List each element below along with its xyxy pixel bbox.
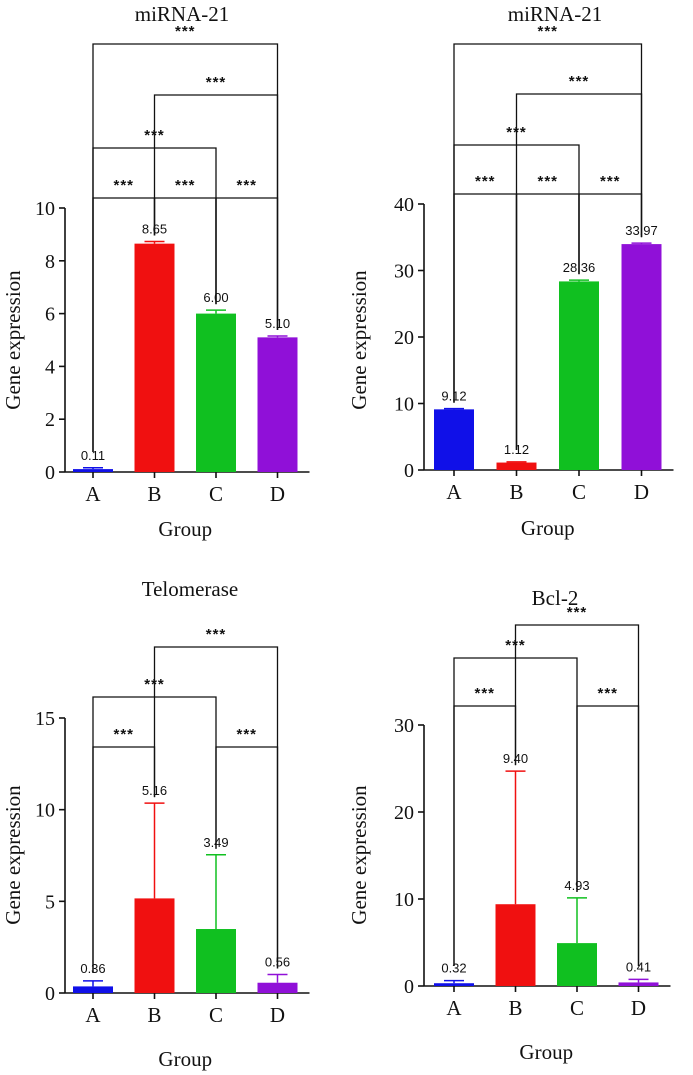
category-label-A: A — [85, 482, 101, 506]
y-tick-label: 40 — [394, 194, 414, 216]
category-label-A: A — [446, 480, 462, 504]
significance-bracket-C-D: *** — [576, 685, 640, 966]
y-axis-label: Gene expression — [347, 785, 371, 925]
y-tick-label: 0 — [45, 983, 55, 1005]
y-tick-label: 10 — [35, 800, 55, 822]
bar-D — [621, 244, 662, 470]
data-label-A: 0.32 — [441, 961, 466, 976]
y-tick-label: 20 — [394, 327, 414, 349]
y-tick-label: 8 — [45, 251, 55, 273]
significance-label: *** — [175, 177, 196, 194]
significance-bracket-A-D: *** — [92, 23, 279, 452]
y-axis-label: Gene expression — [1, 270, 25, 410]
y-tick-label: 10 — [35, 198, 55, 220]
y-tick-label: 4 — [45, 356, 55, 378]
y-tick-label: 30 — [394, 715, 414, 737]
bracket-line — [92, 43, 279, 452]
category-label-B: B — [147, 1003, 161, 1027]
bar-C — [196, 313, 236, 472]
significance-bracket-B-D: *** — [514, 604, 640, 966]
significance-bracket-B-D: *** — [153, 626, 279, 969]
significance-label: *** — [475, 173, 496, 190]
significance-label: *** — [537, 173, 558, 190]
y-axis-label: Gene expression — [1, 785, 25, 925]
significance-label: *** — [474, 685, 495, 702]
y-axis-label: Gene expression — [347, 270, 371, 410]
significance-label: *** — [569, 73, 590, 90]
y-tick-label: 10 — [394, 889, 414, 911]
chart-title: miRNA-21 — [135, 2, 230, 26]
bar-A — [434, 983, 474, 986]
significance-label: *** — [113, 177, 134, 194]
y-tick-label: 10 — [394, 394, 414, 416]
category-label-C: C — [572, 480, 586, 504]
y-tick-label: 20 — [394, 802, 414, 824]
category-label-C: C — [570, 996, 584, 1020]
bar-C — [196, 929, 236, 993]
significance-label: *** — [567, 604, 588, 621]
bar-B — [134, 243, 175, 472]
bar-A — [434, 409, 474, 470]
y-tick-label: 0 — [404, 976, 414, 998]
x-axis-label: Group — [158, 517, 212, 541]
bracket-line — [153, 646, 279, 969]
bracket-line — [453, 43, 643, 403]
category-label-B: B — [508, 996, 522, 1020]
significance-label: *** — [600, 173, 621, 190]
category-label-C: C — [209, 482, 223, 506]
bracket-line — [576, 705, 640, 966]
significance-label: *** — [236, 726, 257, 743]
significance-bracket-C-D: *** — [215, 177, 279, 331]
bar-B — [495, 904, 536, 986]
category-label-A: A — [85, 1003, 101, 1027]
y-tick-label: 0 — [404, 460, 414, 482]
category-label-D: D — [631, 996, 646, 1020]
category-label-B: B — [147, 482, 161, 506]
bar-D — [618, 982, 659, 986]
category-label-D: D — [270, 1003, 285, 1027]
category-label-C: C — [209, 1003, 223, 1027]
y-tick-label: 2 — [45, 409, 55, 431]
significance-label: *** — [537, 23, 558, 40]
y-tick-label: 6 — [45, 304, 55, 326]
bar-D — [257, 982, 298, 993]
category-label-B: B — [509, 480, 523, 504]
x-axis-label: Group — [158, 1047, 212, 1071]
bar-C — [557, 943, 597, 986]
x-axis-label: Group — [521, 516, 575, 540]
significance-label: *** — [597, 685, 618, 702]
bar-D — [257, 337, 298, 472]
bar-B — [496, 462, 537, 470]
data-label-D: 0.41 — [626, 959, 651, 974]
significance-label: *** — [236, 177, 257, 194]
data-label-A: 0.11 — [81, 448, 105, 463]
y-tick-label: 0 — [45, 462, 55, 484]
x-axis-label: Group — [519, 1040, 573, 1064]
significance-bracket-A-D: *** — [453, 23, 643, 403]
bar-C — [559, 281, 599, 470]
significance-label: *** — [175, 23, 196, 40]
significance-label: *** — [206, 626, 227, 643]
category-label-D: D — [270, 482, 285, 506]
y-tick-label: 15 — [35, 708, 55, 730]
category-label-D: D — [634, 480, 649, 504]
significance-label: *** — [206, 74, 227, 91]
bar-B — [134, 898, 175, 993]
y-tick-label: 30 — [394, 261, 414, 283]
significance-label: *** — [113, 726, 134, 743]
bar-A — [73, 469, 113, 472]
chart-title: Bcl-2 — [532, 586, 579, 610]
chart-title: Telomerase — [142, 577, 238, 601]
y-tick-label: 5 — [45, 891, 55, 913]
bar-A — [73, 986, 113, 993]
chart-panel-1: miRNA-21 Gene expression Group 0 2 4 6 8 10 A 0.11… — [1, 2, 310, 541]
bracket-line — [514, 624, 640, 966]
category-label-A: A — [446, 996, 462, 1020]
chart-title: miRNA-21 — [508, 2, 603, 26]
